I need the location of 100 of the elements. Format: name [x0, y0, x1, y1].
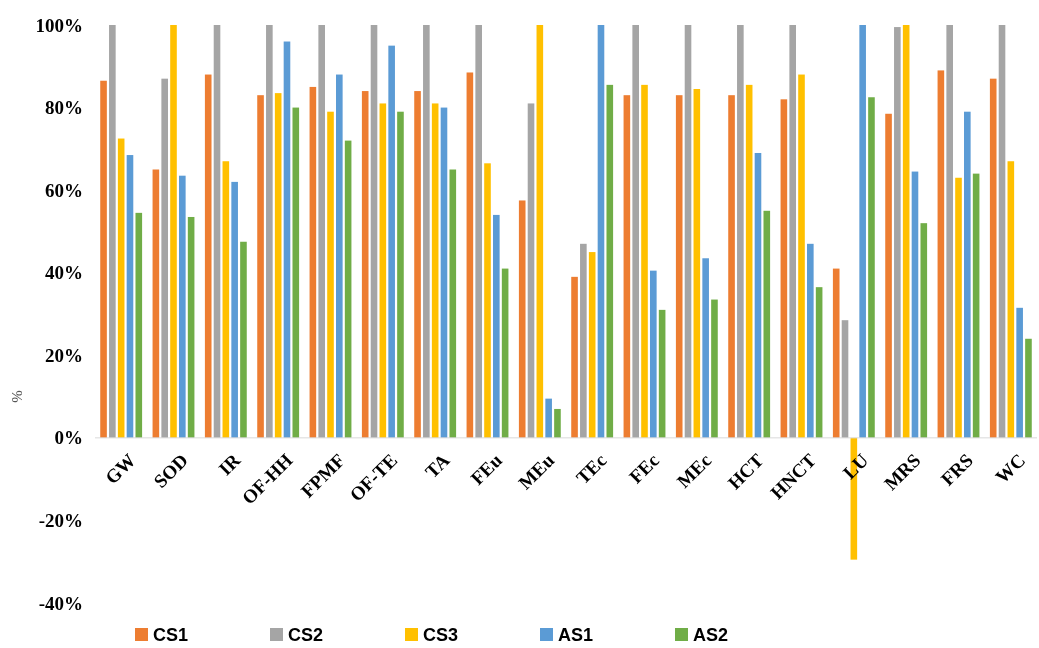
y-tick-label: 100%: [35, 14, 83, 36]
bar: [798, 74, 805, 438]
bar: [711, 299, 718, 438]
bar: [597, 25, 605, 438]
bar: [213, 25, 221, 438]
bar: [336, 74, 343, 438]
bar: [222, 161, 230, 438]
bar: [737, 25, 744, 438]
x-tick-label: WC: [991, 449, 1030, 488]
bar: [693, 88, 701, 438]
bar: [466, 72, 474, 438]
bar: [161, 78, 168, 438]
bar: [998, 25, 1006, 438]
bar: [868, 97, 875, 438]
bar: [431, 103, 439, 438]
bar: [152, 169, 160, 438]
y-tick-label: 0%: [54, 427, 83, 449]
bar: [1025, 338, 1032, 438]
bar: [179, 175, 186, 438]
bar: [623, 95, 631, 438]
x-tick-label: FEc: [624, 449, 663, 488]
bar: [327, 111, 334, 438]
y-tick-label: -40%: [38, 592, 83, 614]
y-tick-label: 60%: [45, 179, 83, 201]
bar: [754, 152, 762, 438]
bar: [309, 86, 317, 438]
bar: [361, 91, 369, 438]
bar: [807, 243, 814, 438]
bar: [379, 103, 387, 438]
bar: [885, 113, 892, 438]
bar: [518, 200, 526, 438]
legend-label: CS3: [423, 625, 459, 645]
legend-label: AS2: [693, 625, 729, 645]
bar: [911, 171, 919, 438]
legend-label: CS2: [288, 625, 324, 645]
bar: [832, 268, 840, 438]
bar: [1016, 307, 1023, 438]
bar: [266, 25, 273, 438]
y-tick-label: -20%: [38, 510, 83, 532]
bar: [117, 138, 125, 438]
bar: [571, 276, 578, 438]
bar: [946, 25, 953, 438]
bar: [684, 25, 692, 438]
x-tick-label: FEu: [466, 449, 507, 489]
bar: [554, 408, 561, 438]
legend-label: CS1: [153, 625, 189, 645]
bar: [841, 320, 849, 438]
bar: [606, 84, 614, 438]
bar: [440, 107, 448, 438]
bar: [650, 270, 657, 438]
bar: [274, 93, 282, 438]
bar: [370, 25, 378, 438]
bar: [789, 25, 796, 438]
bar: [388, 45, 395, 438]
x-tick-label: TA: [421, 449, 454, 482]
bar: [658, 309, 666, 438]
bar: [545, 398, 552, 438]
bar: [109, 25, 116, 438]
bar: [484, 163, 491, 438]
bar: [955, 177, 962, 438]
bar: [475, 25, 482, 438]
bar: [126, 155, 134, 438]
bar: [318, 25, 325, 438]
bar: [292, 107, 300, 438]
bar: [920, 223, 928, 438]
bar: [937, 70, 945, 438]
bar: [257, 95, 264, 438]
bar: [894, 27, 901, 438]
bar: [449, 169, 457, 438]
bar: [397, 111, 404, 438]
bar: [240, 241, 247, 438]
bar: [989, 78, 997, 438]
bar: [815, 287, 823, 438]
bar: [414, 91, 421, 438]
bar: [423, 25, 430, 438]
y-tick-label: 80%: [45, 97, 83, 119]
bar: [702, 258, 709, 438]
bar: [902, 25, 910, 438]
x-tick-label: TEc: [571, 449, 611, 489]
bar: [641, 84, 648, 438]
bar: [231, 181, 238, 438]
bar: [580, 243, 587, 438]
bar: [728, 95, 735, 438]
bar: [283, 41, 291, 438]
bar: [135, 212, 143, 438]
x-tick-label: LU: [838, 449, 873, 483]
bar: [187, 216, 195, 438]
bar: [763, 210, 771, 438]
bar: [204, 74, 212, 438]
y-tick-label: 20%: [45, 344, 83, 366]
y-tick-label: 40%: [45, 262, 83, 284]
x-tick-label: GW: [100, 449, 140, 489]
y-axis-title: %: [9, 390, 25, 403]
bar: [588, 252, 596, 438]
bar: [536, 25, 544, 438]
bar: [859, 25, 866, 438]
bar: [493, 214, 500, 438]
bar: [632, 25, 639, 438]
bar: [527, 103, 535, 438]
bar: [745, 84, 753, 438]
